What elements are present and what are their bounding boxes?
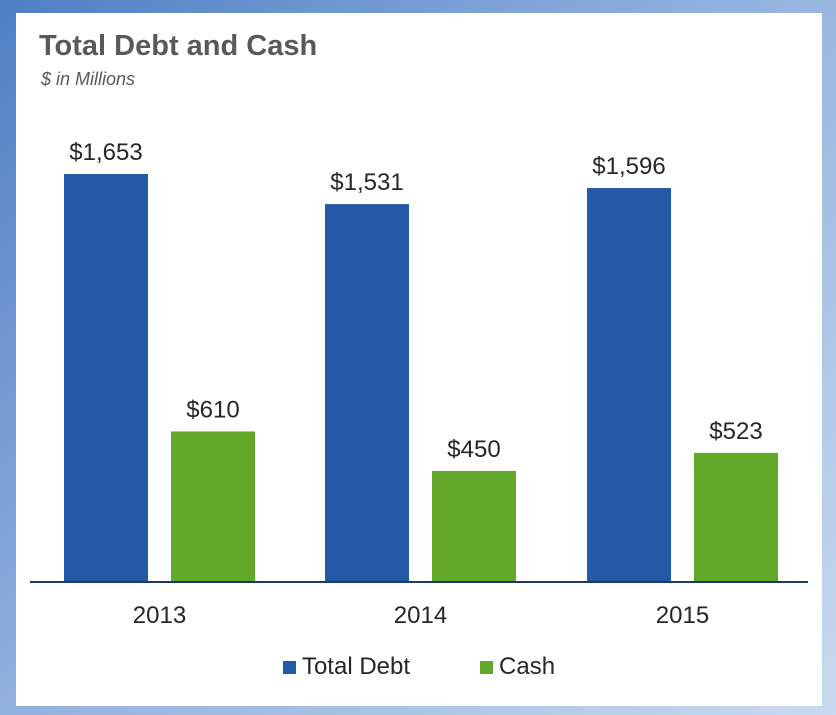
data-label-total-debt-2014: $1,531 <box>330 169 403 196</box>
bar-cash-2013 <box>171 431 255 582</box>
chart-legend: Total Debt Cash <box>16 653 822 681</box>
bar-cash-2014 <box>432 470 516 582</box>
x-tick-label-2013: 2013 <box>133 602 186 629</box>
chart-title: Total Debt and Cash <box>39 30 318 62</box>
legend-swatch-total-debt <box>282 660 296 674</box>
x-tick-label-2015: 2015 <box>656 602 709 629</box>
legend-label-total-debt: Total Debt <box>301 653 411 680</box>
bar-total-debt-2013 <box>64 174 148 582</box>
bar-cash-2015 <box>694 452 778 582</box>
data-label-total-debt-2013: $1,653 <box>69 139 142 166</box>
chart-card: Total Debt and Cash $ in Millions $1,653… <box>16 13 822 706</box>
chart-subtitle: $ in Millions <box>41 69 136 89</box>
bar-total-debt-2014 <box>325 204 409 582</box>
data-label-cash-2014: $450 <box>447 436 500 463</box>
bar-total-debt-2015 <box>587 188 671 582</box>
bar-chart: $1,653 $610 2013 $1,531 $450 2014 $1,596 $523 20… <box>30 139 808 629</box>
legend-item-total-debt: Total Debt <box>282 653 411 681</box>
data-label-total-debt-2015: $1,596 <box>592 153 665 180</box>
data-label-cash-2013: $610 <box>186 396 239 423</box>
legend-label-cash: Cash <box>499 653 556 680</box>
data-label-cash-2015: $523 <box>709 418 762 445</box>
legend-swatch-cash <box>480 660 494 674</box>
x-tick-label-2014: 2014 <box>394 602 447 629</box>
legend-item-cash: Cash <box>480 653 555 681</box>
